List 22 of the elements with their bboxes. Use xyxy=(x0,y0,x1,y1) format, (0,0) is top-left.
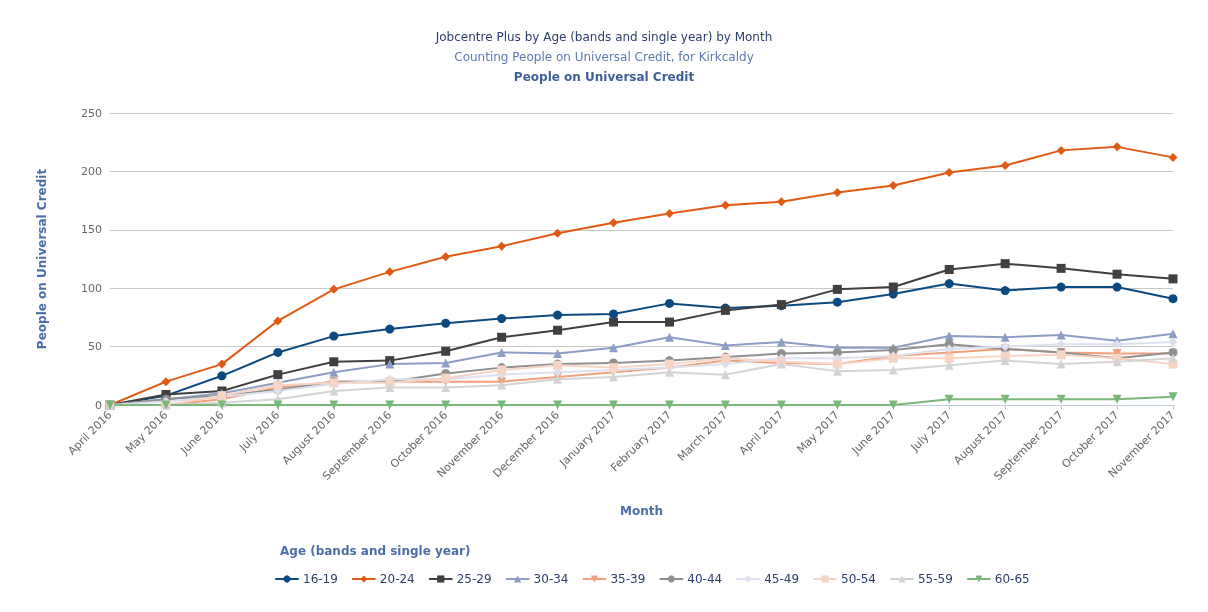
y-tick-label: 150 xyxy=(81,223,102,237)
x-axis-title: Month xyxy=(619,504,664,518)
chart-title: Jobcentre Plus by Age (bands and single year) by Month xyxy=(434,30,773,44)
y-tick-label: 0 xyxy=(95,398,102,412)
y-tick-label: 50 xyxy=(88,340,102,354)
legend-label: 50-54 xyxy=(841,572,876,586)
legend-label: 60-65 xyxy=(994,572,1030,586)
chart-subtitle: Counting People on Universal Credit, for Kirkcaldy xyxy=(454,50,754,64)
legend-title: Age (bands and single year) xyxy=(280,544,471,558)
text: People on Universal Credit xyxy=(513,70,695,84)
legend-label: 45-49 xyxy=(764,572,800,586)
legend-label: 25-29 xyxy=(456,572,492,586)
legend-label: 35-39 xyxy=(610,572,646,586)
legend-label: 20-24 xyxy=(379,572,415,586)
y-axis-title: People on Universal Credit xyxy=(35,168,49,350)
legend-label: 55-59 xyxy=(917,572,953,586)
y-tick-label: 100 xyxy=(81,281,102,295)
y-tick-label: 200 xyxy=(81,164,102,178)
legend-label: 40-44 xyxy=(687,572,723,586)
y-tick-label: 250 xyxy=(81,106,102,120)
legend-label: 30-34 xyxy=(533,572,569,586)
legend-label: 16-19 xyxy=(303,572,338,586)
